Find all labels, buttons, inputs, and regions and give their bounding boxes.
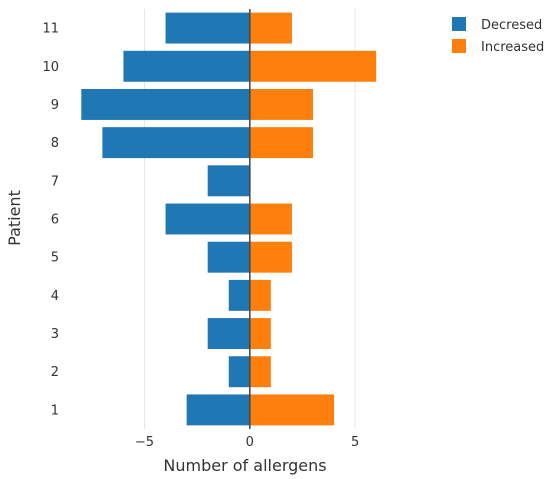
increased-bar-patient-1 xyxy=(249,394,335,426)
legend-label: Decresed xyxy=(481,18,542,33)
x-tick-label: −5 xyxy=(135,435,154,450)
y-tick-label: 6 xyxy=(51,213,59,228)
increased-bar-patient-8 xyxy=(249,127,314,159)
decreased-bar-patient-6 xyxy=(165,203,250,235)
decreased-bar-patient-1 xyxy=(186,394,250,426)
y-tick-label: 3 xyxy=(51,327,59,342)
y-tick-label: 2 xyxy=(51,365,59,380)
y-tick-label: 11 xyxy=(42,22,59,37)
y-tick-label: 10 xyxy=(42,60,59,75)
increased-bar-patient-2 xyxy=(249,356,271,388)
y-axis-title: Patient xyxy=(5,190,24,246)
decreased-bar-patient-4 xyxy=(228,279,250,311)
increased-bar-patient-10 xyxy=(249,50,377,82)
decreased-bar-patient-10 xyxy=(123,50,250,82)
increased-bar-patient-9 xyxy=(249,88,314,120)
y-tick-labels: 1 2 3 4 5 6 7 8 9 10 11 xyxy=(42,22,59,419)
legend: Decresed Increased xyxy=(452,17,544,55)
decreased-bar-patient-3 xyxy=(207,318,250,350)
decreased-bar-patient-9 xyxy=(81,88,250,120)
y-tick-label: 1 xyxy=(51,403,59,418)
increased-bar-patient-5 xyxy=(249,241,292,273)
decreased-bar-patient-8 xyxy=(102,127,250,159)
x-tick-label: 5 xyxy=(351,435,359,450)
increased-bar-patient-4 xyxy=(249,279,271,311)
increased-bar-patient-6 xyxy=(249,203,292,235)
x-tick-label: 0 xyxy=(246,435,254,450)
legend-label: Increased xyxy=(481,40,544,55)
x-axis-title: Number of allergens xyxy=(163,456,326,475)
y-tick-label: 7 xyxy=(51,174,59,189)
y-tick-label: 5 xyxy=(51,251,59,266)
decreased-bar-patient-2 xyxy=(228,356,250,388)
legend-swatch xyxy=(452,39,466,53)
decreased-bar-patient-7 xyxy=(207,165,250,197)
y-tick-label: 4 xyxy=(51,289,59,304)
decreased-bar-patient-11 xyxy=(165,12,250,44)
y-tick-label: 8 xyxy=(51,136,59,151)
increased-bar-patient-3 xyxy=(249,318,271,350)
y-tick-label: 9 xyxy=(51,98,59,113)
x-tick-labels: −5 0 5 xyxy=(135,435,359,450)
decreased-bar-patient-5 xyxy=(207,241,250,273)
increased-bar-patient-11 xyxy=(249,12,292,44)
bars xyxy=(81,12,377,426)
legend-swatch xyxy=(452,17,466,31)
